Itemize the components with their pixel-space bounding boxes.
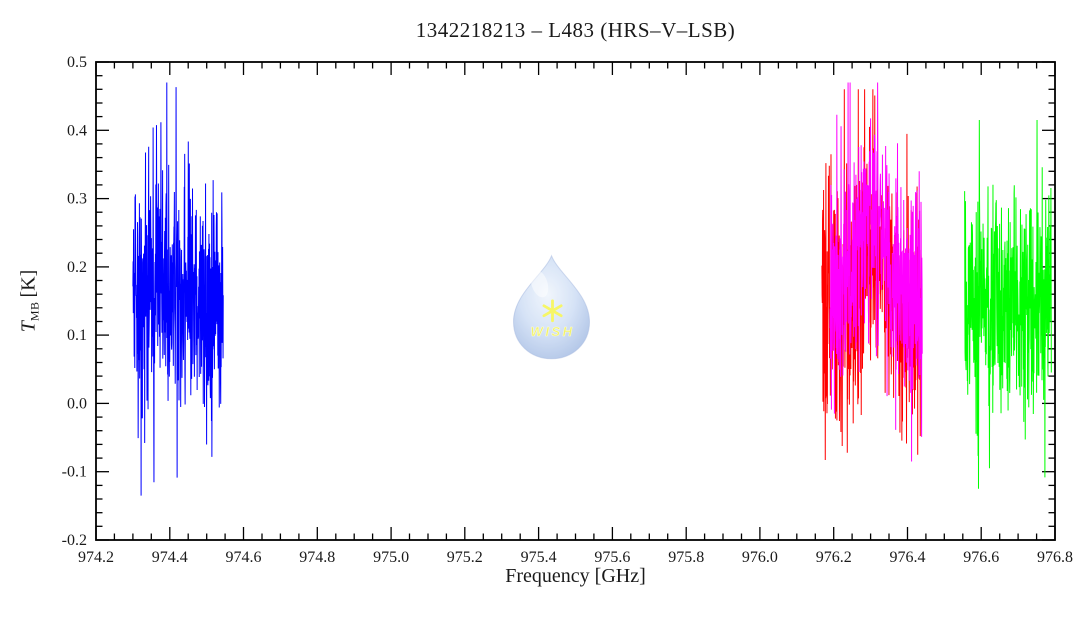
y-tick-label: 0.5 [67, 54, 87, 71]
y-axis-unit: [K] [17, 269, 40, 298]
wish-watermark-label: WISH [531, 324, 575, 339]
x-tick-label: 976.0 [742, 549, 778, 566]
x-tick-label: 975.2 [447, 549, 483, 566]
drop-highlight [530, 270, 549, 298]
star-icon [542, 304, 563, 318]
y-axis-symbol: T [17, 321, 40, 333]
x-tick-label: 975.6 [594, 549, 630, 566]
x-axis-label: Frequency [GHz] [505, 565, 646, 587]
x-tick-label: 975.0 [373, 549, 409, 566]
y-tick-label: 0.1 [67, 327, 87, 344]
x-tick-label: 976.6 [963, 549, 999, 566]
x-tick-label: 974.4 [152, 549, 188, 566]
y-axis-subscript: MB [27, 301, 42, 322]
plot-title: 1342218213 – L483 (HRS–V–LSB) [415, 18, 736, 42]
x-tick-label: 976.8 [1037, 549, 1073, 566]
x-tick-label: 975.8 [668, 549, 704, 566]
y-tick-label: -0.1 [62, 464, 87, 481]
x-tick-label: 976.2 [816, 549, 852, 566]
spectrum-blue [132, 82, 224, 496]
x-tick-label: 976.4 [890, 549, 926, 566]
y-axis-label: TMB [K] [18, 270, 43, 333]
y-tick-label: 0.2 [67, 259, 87, 276]
plot-frame [95, 61, 1056, 541]
x-tick-label: 974.8 [299, 549, 335, 566]
y-tick-label: 0.0 [67, 395, 87, 412]
y-tick-label: 0.3 [67, 191, 87, 208]
wish-watermark: WISH [513, 254, 591, 360]
spectrum-green [964, 120, 1052, 489]
x-tick-label: 974.2 [78, 549, 114, 566]
x-tick-label: 975.4 [521, 549, 557, 566]
spectrum-magenta [829, 82, 923, 462]
x-tick-label: 974.6 [226, 549, 262, 566]
y-tick-label: -0.2 [62, 532, 87, 549]
y-tick-label: 0.4 [67, 122, 87, 139]
